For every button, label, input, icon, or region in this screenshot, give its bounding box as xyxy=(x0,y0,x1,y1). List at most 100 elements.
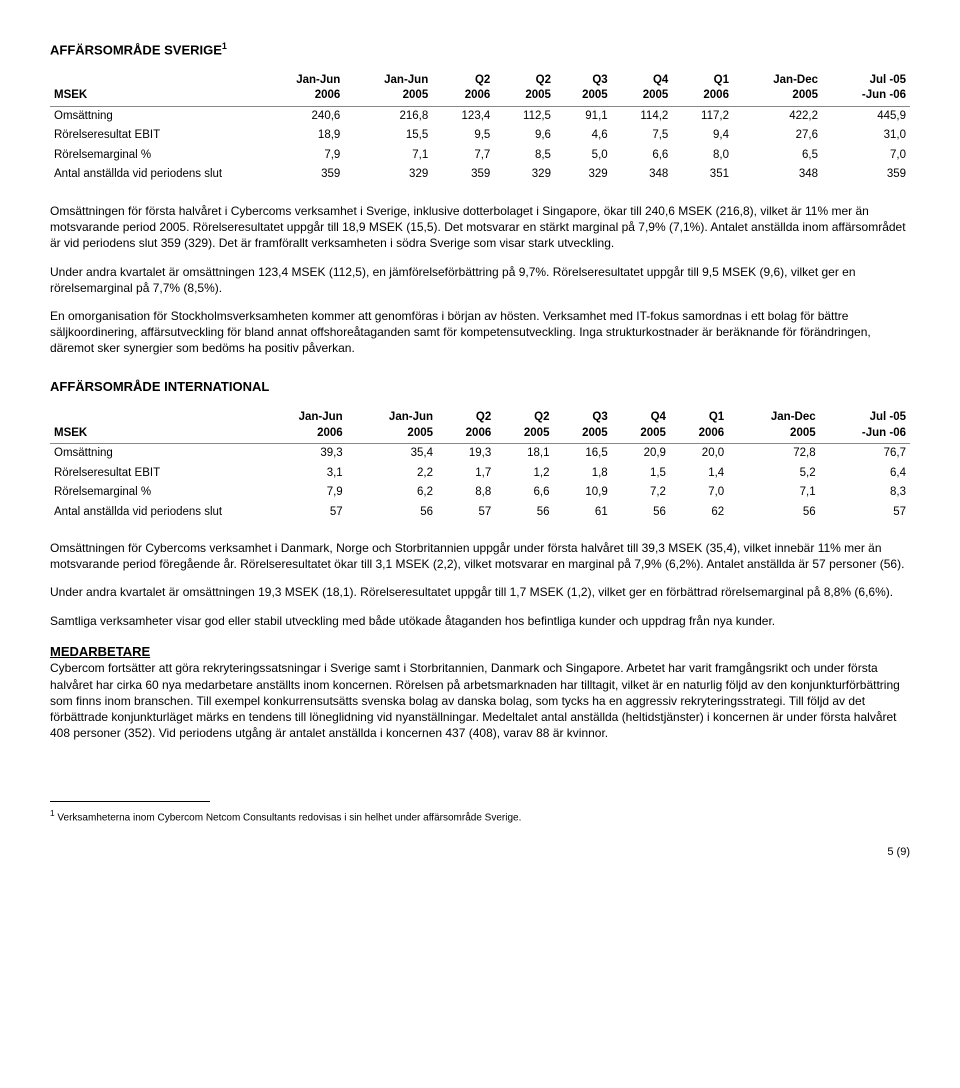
row-label: Rörelseresultat EBIT xyxy=(50,126,256,146)
cell: 445,9 xyxy=(822,106,910,126)
cell: 31,0 xyxy=(822,126,910,146)
section1-p2: Under andra kvartalet är omsättningen 12… xyxy=(50,264,910,296)
row-label: Antal anställda vid periodens slut xyxy=(50,165,256,189)
section2-p3: Samtliga verksamheter visar god eller st… xyxy=(50,613,910,629)
section2-table: MSEKJan-Jun2006Jan-Jun2005Q22006Q22005Q3… xyxy=(50,408,910,526)
table-row: Antal anställda vid periodens slut359329… xyxy=(50,165,910,189)
cell: 5,2 xyxy=(728,464,819,484)
cell: 6,6 xyxy=(612,146,673,166)
cell: 56 xyxy=(612,503,670,527)
col-header: Jul -05-Jun -06 xyxy=(820,408,910,444)
cell: 7,0 xyxy=(670,483,728,503)
cell: 1,5 xyxy=(612,464,670,484)
table-row: Rörelseresultat EBIT18,915,59,59,64,67,5… xyxy=(50,126,910,146)
cell: 5,0 xyxy=(555,146,612,166)
table-row: Antal anställda vid periodens slut575657… xyxy=(50,503,910,527)
footnote: 1 Verksamheterna inom Cybercom Netcom Co… xyxy=(50,808,910,825)
cell: 9,4 xyxy=(672,126,733,146)
cell: 6,5 xyxy=(733,146,822,166)
cell: 216,8 xyxy=(344,106,432,126)
cell: 35,4 xyxy=(347,444,437,464)
col-header: Q22006 xyxy=(432,71,494,107)
col-header: Q42005 xyxy=(612,71,673,107)
cell: 57 xyxy=(820,503,910,527)
cell: 348 xyxy=(612,165,673,189)
col-header: Q12006 xyxy=(670,408,728,444)
cell: 16,5 xyxy=(553,444,611,464)
cell: 56 xyxy=(495,503,553,527)
cell: 9,5 xyxy=(432,126,494,146)
col-header: Jan-Dec2005 xyxy=(733,71,822,107)
cell: 329 xyxy=(494,165,555,189)
cell: 7,1 xyxy=(728,483,819,503)
cell: 348 xyxy=(733,165,822,189)
cell: 422,2 xyxy=(733,106,822,126)
col-header: Q32005 xyxy=(555,71,612,107)
col-header: MSEK xyxy=(50,71,256,107)
table-row: Omsättning240,6216,8123,4112,591,1114,21… xyxy=(50,106,910,126)
cell: 123,4 xyxy=(432,106,494,126)
cell: 359 xyxy=(822,165,910,189)
cell: 6,2 xyxy=(347,483,437,503)
cell: 20,0 xyxy=(670,444,728,464)
section2-p2: Under andra kvartalet är omsättningen 19… xyxy=(50,584,910,600)
cell: 27,6 xyxy=(733,126,822,146)
cell: 329 xyxy=(555,165,612,189)
section1-tbody: Omsättning240,6216,8123,4112,591,1114,21… xyxy=(50,106,910,189)
cell: 7,5 xyxy=(612,126,673,146)
cell: 7,9 xyxy=(256,483,346,503)
cell: 240,6 xyxy=(256,106,344,126)
cell: 359 xyxy=(432,165,494,189)
footnote-text: Verksamheterna inom Cybercom Netcom Cons… xyxy=(57,813,521,824)
cell: 56 xyxy=(728,503,819,527)
section1-thead: MSEKJan-Jun2006Jan-Jun2005Q22006Q22005Q3… xyxy=(50,71,910,107)
cell: 56 xyxy=(347,503,437,527)
cell: 8,5 xyxy=(494,146,555,166)
cell: 114,2 xyxy=(612,106,673,126)
cell: 57 xyxy=(437,503,495,527)
cell: 1,8 xyxy=(553,464,611,484)
col-header: Q42005 xyxy=(612,408,670,444)
col-header: Jul -05-Jun -06 xyxy=(822,71,910,107)
cell: 1,7 xyxy=(437,464,495,484)
col-header: Q12006 xyxy=(672,71,733,107)
col-header: Jan-Jun2006 xyxy=(256,408,346,444)
col-header: Jan-Jun2005 xyxy=(347,408,437,444)
table-row: Rörelsemarginal %7,96,28,86,610,97,27,07… xyxy=(50,483,910,503)
cell: 72,8 xyxy=(728,444,819,464)
cell: 8,8 xyxy=(437,483,495,503)
table-row: Rörelsemarginal %7,97,17,78,55,06,68,06,… xyxy=(50,146,910,166)
section2-tbody: Omsättning39,335,419,318,116,520,920,072… xyxy=(50,444,910,527)
col-header: Q22005 xyxy=(494,71,555,107)
page-number: 5 (9) xyxy=(50,845,910,860)
section1-title: AFFÄRSOMRÅDE SVERIGE1 xyxy=(50,40,910,59)
section1-sup: 1 xyxy=(222,41,227,51)
section2-p1: Omsättningen för Cybercoms verksamhet i … xyxy=(50,540,910,572)
row-label: Rörelsemarginal % xyxy=(50,483,256,503)
cell: 57 xyxy=(256,503,346,527)
col-header: Q32005 xyxy=(553,408,611,444)
col-header: Jan-Dec2005 xyxy=(728,408,819,444)
cell: 359 xyxy=(256,165,344,189)
cell: 18,9 xyxy=(256,126,344,146)
cell: 4,6 xyxy=(555,126,612,146)
cell: 1,2 xyxy=(495,464,553,484)
col-header: Jan-Jun2006 xyxy=(256,71,344,107)
cell: 76,7 xyxy=(820,444,910,464)
cell: 61 xyxy=(553,503,611,527)
table-row: Rörelseresultat EBIT3,12,21,71,21,81,51,… xyxy=(50,464,910,484)
cell: 1,4 xyxy=(670,464,728,484)
cell: 39,3 xyxy=(256,444,346,464)
cell: 91,1 xyxy=(555,106,612,126)
section1-p3: En omorganisation för Stockholmsverksamh… xyxy=(50,308,910,357)
footnote-separator xyxy=(50,801,210,802)
cell: 20,9 xyxy=(612,444,670,464)
row-label: Omsättning xyxy=(50,106,256,126)
cell: 329 xyxy=(344,165,432,189)
cell: 351 xyxy=(672,165,733,189)
footnote-num: 1 xyxy=(50,808,55,818)
cell: 62 xyxy=(670,503,728,527)
section2-title: AFFÄRSOMRÅDE INTERNATIONAL xyxy=(50,378,910,396)
cell: 117,2 xyxy=(672,106,733,126)
medarbetare-title: MEDARBETARE xyxy=(50,643,910,661)
